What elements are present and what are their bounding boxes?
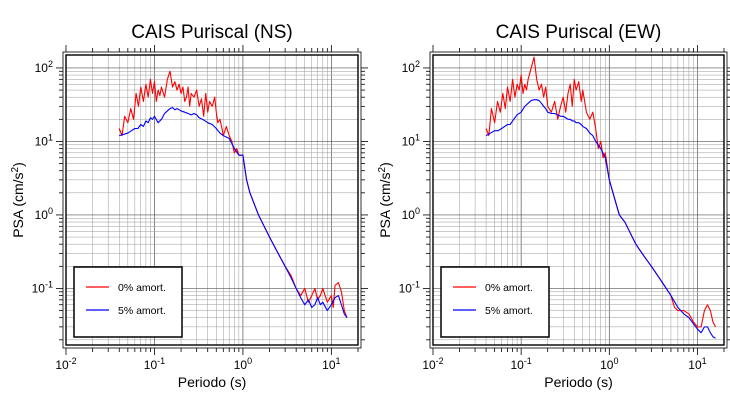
plot-frame: [432, 54, 725, 346]
y-axis-label: PSA (cm/s2): [377, 162, 394, 238]
legend-label-5pct: 5% amort.: [118, 305, 166, 317]
data-lines: [118, 70, 348, 319]
y-tick-label: 100: [402, 206, 420, 222]
legend: 0% amort. 5% amort.: [73, 266, 183, 338]
series-line-5pct: [119, 106, 348, 319]
legend-label-0pct: 0% amort.: [118, 282, 166, 294]
x-tick-label: 100: [600, 356, 618, 372]
x-tick-label: 10-2: [55, 356, 76, 372]
y-tick-label: 101: [402, 132, 420, 148]
series-line-5pct: [485, 99, 716, 339]
series-line-0pct: [118, 70, 348, 318]
axis-ticks: [56, 45, 368, 355]
legend: 0% amort. 5% amort.: [440, 266, 550, 338]
plot-frame-outer: [62, 51, 362, 349]
legend-label-5pct: 5% amort.: [485, 305, 533, 317]
x-tick-label: 10-1: [144, 356, 165, 372]
x-tick-label: 101: [688, 356, 706, 372]
chart-panel-ns: 10-2 10-1 100 101 10-1 100 101 102 CAIS Puriscal…: [10, 22, 368, 390]
y-tick-label: 102: [402, 59, 420, 75]
x-tick-label: 100: [234, 356, 252, 372]
plot-frame: [65, 54, 359, 346]
y-tick-label: 101: [35, 132, 53, 148]
x-axis-label: Periodo (s): [178, 374, 246, 390]
chart-title: CAIS Puriscal (NS): [131, 22, 293, 43]
chart-title: CAIS Puriscal (EW): [496, 22, 662, 43]
grid: [433, 55, 724, 345]
y-tick-label: 102: [35, 59, 53, 75]
legend-box: [440, 266, 550, 338]
legend-box: [73, 266, 183, 338]
y-axis-label: PSA (cm/s2): [10, 162, 27, 238]
x-axis-label: Periodo (s): [544, 374, 612, 390]
axis-ticks: [423, 45, 730, 355]
x-tick-label: 10-2: [422, 356, 443, 372]
x-tick-label: 10-1: [510, 356, 531, 372]
plot-frame-outer: [429, 51, 728, 349]
data-lines: [485, 56, 716, 339]
chart-panel-ew: 10-2 10-1 100 101 10-1 100 101 102 CAIS Puriscal…: [377, 22, 730, 390]
y-tick-label: 10-1: [32, 279, 53, 295]
x-tick-label: 101: [322, 356, 340, 372]
legend-label-0pct: 0% amort.: [485, 282, 533, 294]
y-tick-label: 10-1: [399, 279, 420, 295]
y-tick-label: 100: [35, 206, 53, 222]
series-line-0pct: [485, 56, 716, 328]
